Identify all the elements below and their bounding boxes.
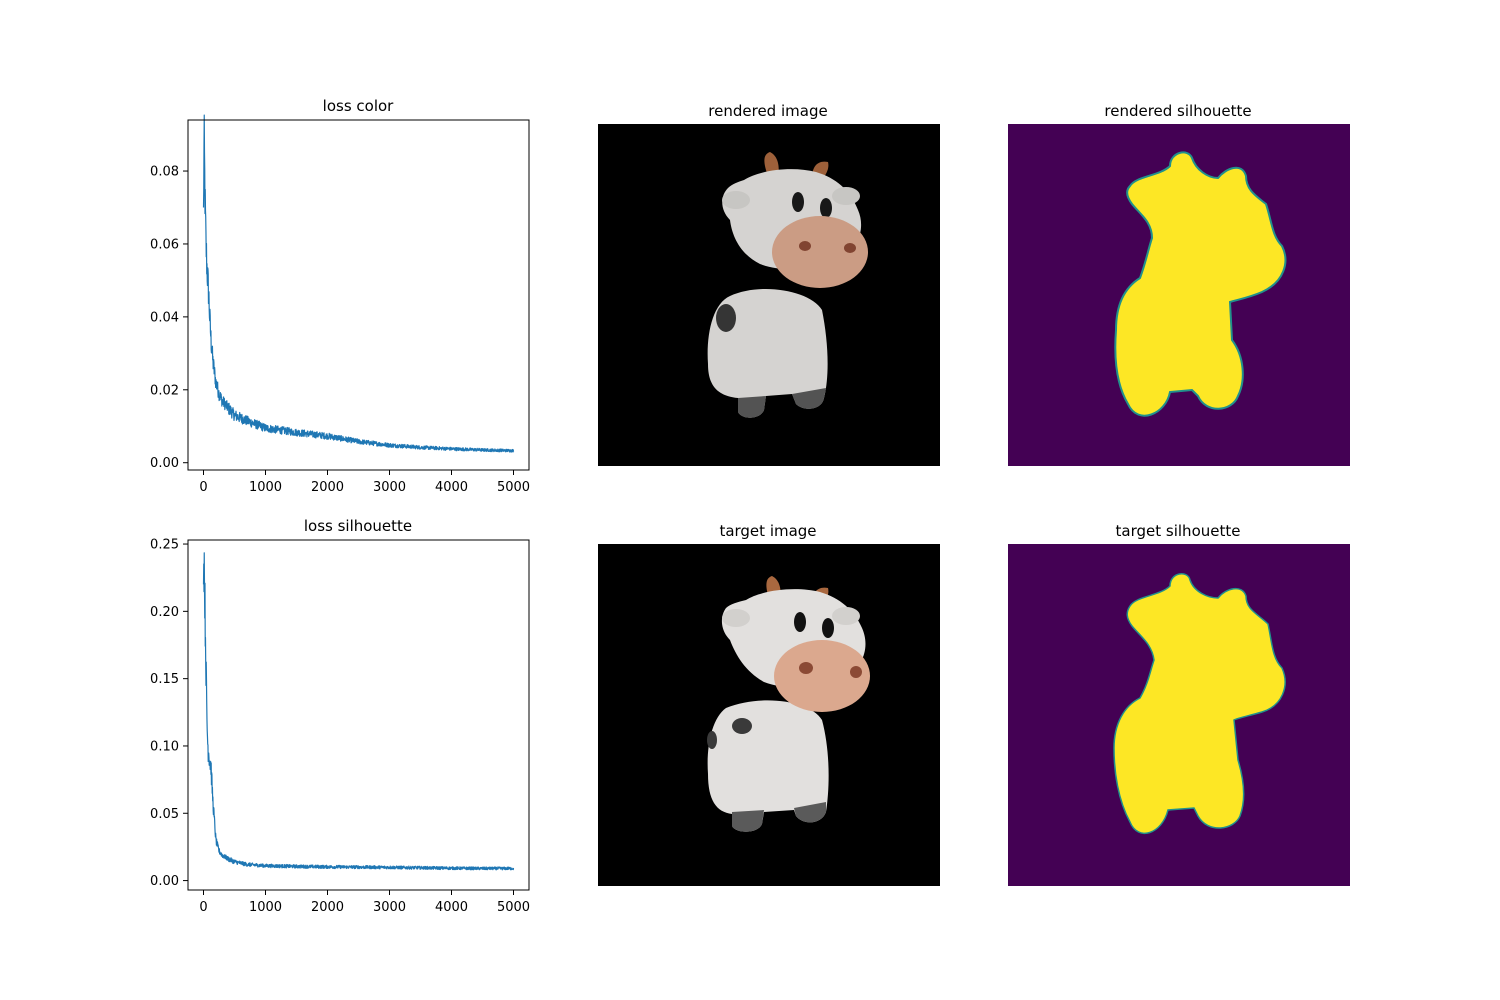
loss-silhouette-x-tick-label: 1000 [249, 900, 282, 915]
target-image-title: target image [719, 522, 816, 540]
rendered-silhouette-title: rendered silhouette [1104, 102, 1251, 120]
target-cow-muzzle [774, 640, 870, 712]
target-silhouette-shape [1113, 573, 1286, 834]
loss-silhouette-x-tick-label: 2000 [311, 900, 344, 915]
target-cow-image [707, 576, 870, 832]
rendered-cow-hoof-right [792, 388, 826, 409]
loss-silhouette-axes-frame [187, 539, 530, 891]
target-cow-eye-right [822, 618, 834, 638]
rendered-cow-eye-left [792, 192, 804, 212]
target-cow-ear-right [832, 607, 860, 625]
target-cow-hoof-right [794, 802, 826, 823]
loss-color-y-tick-label: 0.08 [150, 165, 179, 180]
rendered-cow-nostril-left [799, 241, 811, 251]
loss-silhouette-plot-area: 0 1000 2000 3000 4000 5000 0.00 0.05 0.10 0.15 0.2… [150, 538, 530, 915]
rendered-cow-ear-right [832, 187, 860, 205]
rendered-silhouette-panel: rendered silhouette [1008, 102, 1350, 466]
loss-color-series-line-0 [202, 114, 515, 453]
target-cow-nostril-left [799, 662, 813, 674]
target-cow-nostril-right [850, 666, 862, 678]
loss-color-x-tick-label: 1000 [249, 480, 282, 495]
loss-silhouette-y-tick-label: 0.00 [150, 874, 179, 889]
rendered-cow-eye-right [820, 198, 832, 218]
loss-silhouette-y-tick-label: 0.15 [150, 672, 179, 687]
rendered-cow-spot [716, 304, 736, 332]
rendered-image-panel: rendered image [598, 102, 940, 466]
loss-silhouette-y-tick-label: 0.20 [150, 605, 179, 620]
target-cow-hoof-left [732, 810, 764, 832]
target-cow-ear-left [722, 609, 750, 627]
loss-color-y-tick-label: 0.00 [150, 456, 179, 471]
loss-silhouette-y-tick-label: 0.05 [150, 807, 179, 822]
loss-color-y-tick-label: 0.02 [150, 383, 179, 398]
loss-color-x-tick-label: 3000 [373, 480, 406, 495]
rendered-cow-nostril-right [844, 243, 856, 253]
target-cow-spot-2 [707, 731, 717, 749]
loss-color-panel: loss color 0 1000 2000 3000 4000 5000 0.00 0.02… [150, 97, 530, 495]
loss-color-title: loss color [323, 97, 395, 115]
loss-color-y-tick-label: 0.04 [150, 310, 179, 325]
loss-silhouette-x-tick-label: 0 [199, 900, 207, 915]
loss-silhouette-series-line-0 [202, 552, 515, 871]
rendered-image-title: rendered image [708, 102, 827, 120]
rendered-silhouette-shape [1114, 151, 1287, 417]
loss-silhouette-x-tick-label: 3000 [373, 900, 406, 915]
target-image-panel: target image [598, 522, 940, 886]
loss-silhouette-y-tick-label: 0.10 [150, 739, 179, 754]
loss-color-x-tick-label: 2000 [311, 480, 344, 495]
loss-silhouette-title: loss silhouette [304, 517, 412, 535]
target-silhouette-panel: target silhouette [1008, 522, 1350, 886]
rendered-cow-body [707, 288, 828, 418]
rendered-cow-hoof-left [738, 396, 766, 418]
loss-color-x-tick-label: 4000 [435, 480, 468, 495]
rendered-cow-image [707, 152, 868, 418]
loss-silhouette-panel: loss silhouette 0 1000 2000 3000 4000 5000 0.0… [150, 517, 530, 915]
target-silhouette-title: target silhouette [1116, 522, 1241, 540]
rendered-cow-ear-left [722, 191, 750, 209]
loss-color-x-tick-label: 5000 [497, 480, 530, 495]
target-cow-spot-1 [732, 718, 752, 734]
rendered-cow-muzzle [772, 216, 868, 288]
loss-color-plot-area: 0 1000 2000 3000 4000 5000 0.00 0.02 0.04 0.06 0.0… [150, 114, 530, 495]
loss-silhouette-x-tick-label: 4000 [435, 900, 468, 915]
loss-color-x-tick-label: 0 [199, 480, 207, 495]
target-cow-eye-left [794, 612, 806, 632]
loss-silhouette-y-tick-label: 0.25 [150, 538, 179, 553]
loss-silhouette-x-tick-label: 5000 [497, 900, 530, 915]
loss-color-y-tick-label: 0.06 [150, 237, 179, 252]
loss-color-axes-frame [187, 119, 530, 471]
